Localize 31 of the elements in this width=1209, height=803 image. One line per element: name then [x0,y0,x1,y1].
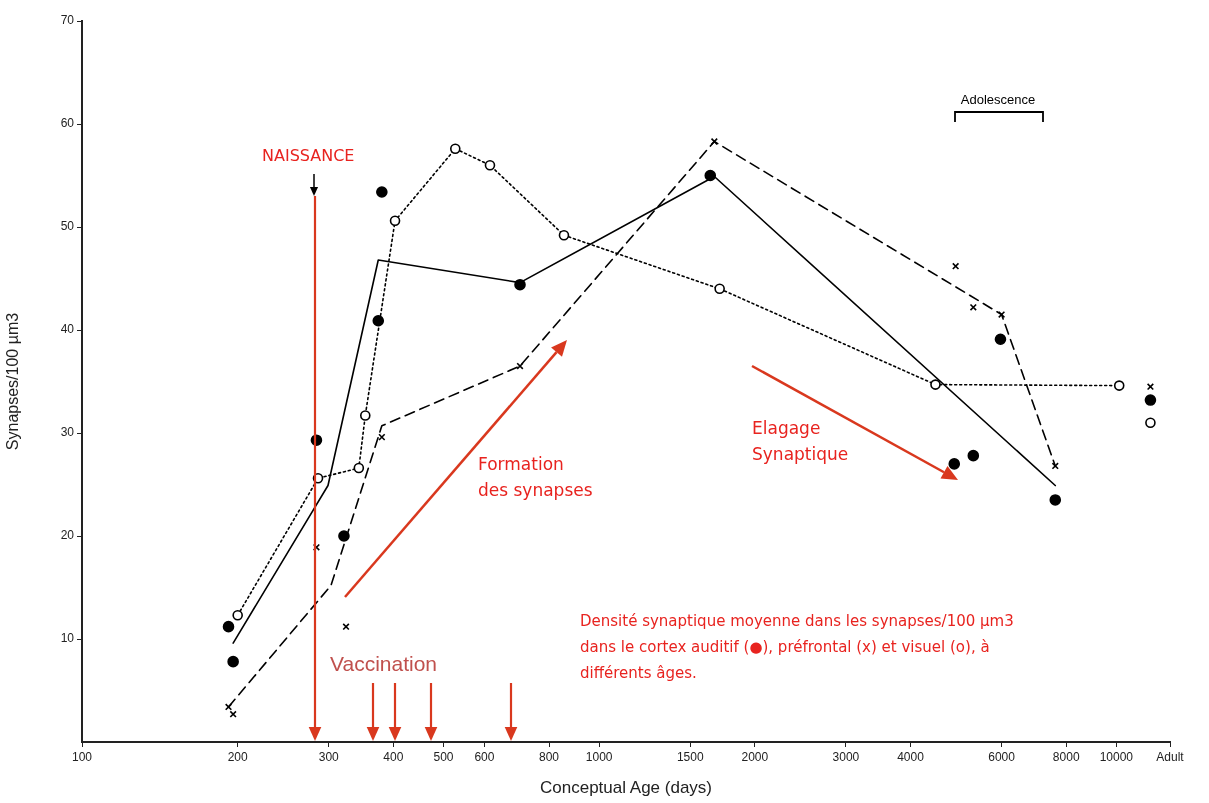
y-axis-title: Synapses/100 µm3 [4,312,22,451]
annotation: Vaccination [330,651,438,675]
annotation: NAISSANCE [262,146,355,166]
x-tick-label: 3000 [832,749,860,764]
annotation: Adolescence [960,91,1036,107]
x-tick-label: 600 [474,749,495,764]
x-tick-label: 1500 [676,749,704,764]
y-tick-label: 40 [60,322,75,337]
y-tick-label: 50 [60,219,75,234]
y-tick-label: 30 [60,425,75,440]
x-tick-label: 800 [539,749,560,764]
x-tick-label: 10000 [1099,749,1134,764]
x-axis-title: Conceptual Age (days) [540,778,712,798]
x-tick-label: 1000 [585,749,613,764]
y-tick-label: 60 [60,116,75,131]
x-tick-label: Adult [1156,749,1185,764]
x-tick-label: 6000 [988,749,1016,764]
y-tick-label: 20 [60,528,75,543]
x-tick-label: 8000 [1052,749,1080,764]
x-tick-label: 2000 [741,749,769,764]
x-tick-label: 100 [71,749,93,764]
x-tick-label: 400 [383,749,404,764]
y-tick-label: 10 [60,631,75,646]
x-tick-label: 300 [318,749,340,764]
annotation: Formation des synapses [478,454,593,501]
y-tick-label: 70 [60,13,75,28]
annotation: Densité synaptique moyenne dans les synapses/100 µm3 dans le cortex auditif (●), préfrontal (x) et visuel (o), à différents âges. [580,611,1014,682]
annotation: Elagage Synaptique [752,418,849,465]
x-tick-label: 4000 [897,749,925,764]
x-tick-label: 500 [433,749,454,764]
x-tick-label: 200 [227,749,249,764]
